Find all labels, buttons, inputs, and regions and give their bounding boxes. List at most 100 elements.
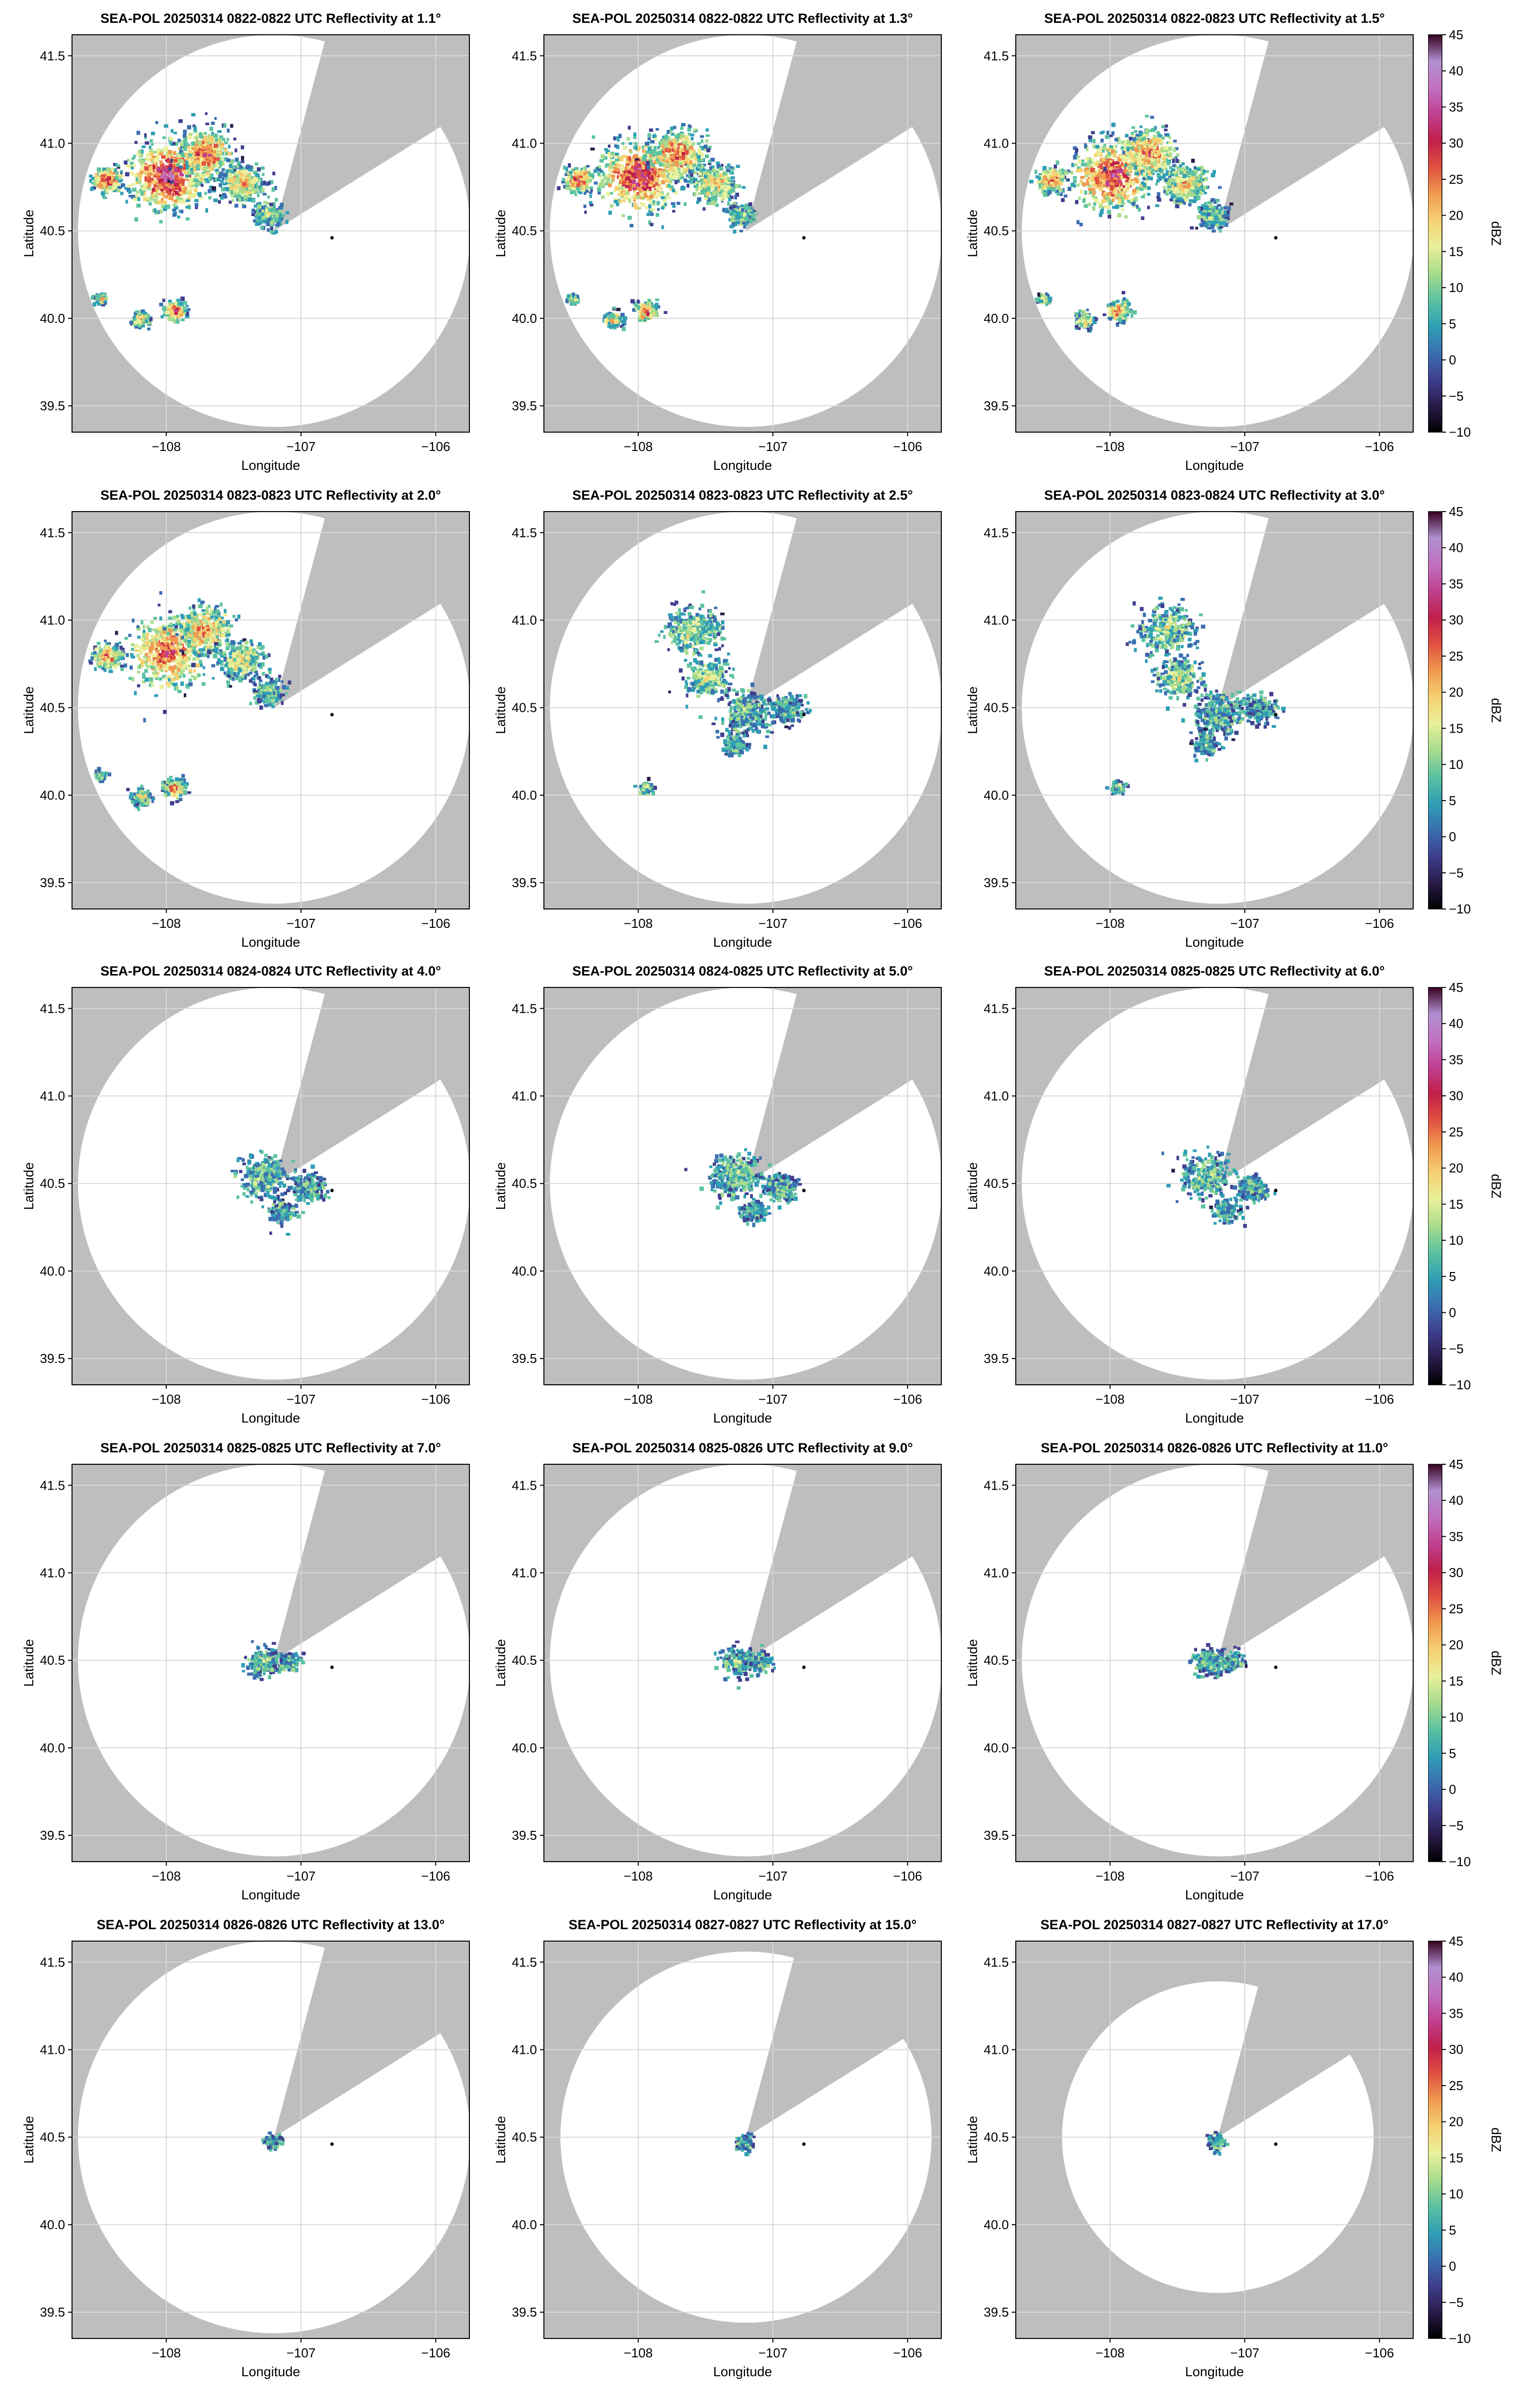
- echo-cell: [195, 136, 198, 141]
- echo-cell: [274, 230, 278, 234]
- x-tick-label: −106: [893, 439, 922, 454]
- echo-cell: [628, 176, 630, 180]
- echo-cell: [167, 160, 170, 163]
- echo-cell: [1138, 208, 1141, 212]
- echo-cell: [135, 310, 140, 313]
- echo-cell: [1039, 183, 1041, 187]
- echo-cell: [228, 173, 232, 177]
- echo-cell: [1081, 159, 1084, 162]
- echo-cell: [748, 202, 752, 206]
- echo-cell: [223, 124, 226, 128]
- echo-cell: [221, 187, 225, 191]
- echo-cell: [629, 142, 632, 145]
- echo-cell: [1057, 193, 1060, 196]
- echo-cell: [615, 137, 619, 140]
- echo-cell: [636, 169, 641, 172]
- echo-cell: [1078, 159, 1081, 163]
- echo-cell: [140, 189, 142, 191]
- echo-cell: [253, 219, 256, 223]
- echo-cell: [167, 180, 170, 183]
- echo-cell: [1141, 196, 1145, 199]
- echo-cell: [641, 174, 644, 177]
- echo-cell: [636, 196, 640, 199]
- echo-cell: [1091, 195, 1095, 198]
- echo-cell: [646, 161, 650, 165]
- echo-cell: [677, 202, 681, 205]
- echo-cell: [235, 188, 238, 193]
- echo-cell: [576, 187, 580, 191]
- echo-cell: [590, 148, 595, 150]
- echo-cell: [251, 209, 255, 213]
- echo-cell: [1074, 163, 1077, 166]
- echo-cell: [275, 213, 279, 217]
- echo-cell: [562, 178, 565, 181]
- echo-cell: [635, 158, 639, 160]
- echo-cell: [731, 176, 735, 179]
- echo-cell: [186, 199, 190, 202]
- echo-cell: [696, 155, 700, 158]
- echo-cell: [679, 152, 681, 156]
- echo-cell: [147, 172, 151, 176]
- echo-cell: [652, 149, 656, 153]
- echo-cell: [149, 152, 153, 156]
- echo-cell: [698, 172, 702, 176]
- echo-cell: [736, 221, 740, 224]
- echo-cell: [1107, 182, 1110, 185]
- echo-cell: [1043, 193, 1048, 197]
- echo-cell: [623, 146, 626, 150]
- echo-cell: [1101, 175, 1106, 180]
- echo-cell: [236, 165, 239, 168]
- echo-cell: [688, 124, 691, 127]
- echo-cell: [129, 321, 133, 324]
- echo-cell: [717, 164, 720, 167]
- echo-cell: [1101, 161, 1104, 163]
- echo-cell: [246, 164, 250, 169]
- echo-cell: [1086, 181, 1089, 185]
- echo-cell: [134, 321, 138, 325]
- echo-cell: [663, 199, 667, 202]
- echo-cell: [733, 210, 736, 213]
- echo-cell: [1135, 197, 1138, 201]
- echo-cell: [654, 304, 658, 308]
- echo-cell: [712, 201, 716, 205]
- echo-cell: [189, 188, 193, 191]
- echo-cell: [621, 142, 624, 145]
- echo-cell: [120, 179, 123, 182]
- echo-cell: [639, 177, 643, 181]
- echo-cell: [648, 204, 652, 209]
- echo-cell: [153, 208, 156, 213]
- echo-cell: [234, 185, 238, 189]
- echo-cell: [193, 160, 197, 165]
- echo-cell: [90, 187, 93, 191]
- echo-cell: [563, 165, 565, 170]
- y-axis-label: Latitude: [22, 210, 36, 257]
- echo-cell: [154, 175, 157, 178]
- echo-cell: [164, 124, 168, 128]
- echo-cell: [639, 190, 642, 193]
- echo-cell: [200, 150, 203, 155]
- echo-cell: [219, 183, 222, 187]
- echo-cell: [683, 202, 686, 206]
- echo-cell: [1064, 171, 1068, 174]
- echo-cell: [628, 126, 631, 130]
- echo-cell: [754, 212, 757, 215]
- echo-cell: [652, 170, 657, 174]
- echo-cell: [1084, 191, 1087, 195]
- echo-cell: [647, 197, 650, 201]
- echo-cell: [272, 212, 275, 215]
- echo-cell: [713, 172, 716, 176]
- echo-cell: [650, 223, 653, 226]
- radar-plot: −108−107−10639.540.040.541.041.5Longitud…: [22, 5, 519, 502]
- echo-cell: [1108, 148, 1112, 151]
- echo-cell: [1102, 180, 1106, 183]
- echo-cell: [633, 197, 636, 200]
- echo-cell: [727, 163, 731, 166]
- echo-cell: [229, 164, 232, 167]
- echo-cell: [730, 183, 734, 186]
- echo-cell: [589, 186, 593, 189]
- echo-cell: [729, 190, 732, 194]
- echo-cell: [657, 201, 660, 205]
- echo-cell: [707, 186, 710, 190]
- echo-cell: [603, 172, 606, 176]
- echo-cell: [127, 185, 131, 187]
